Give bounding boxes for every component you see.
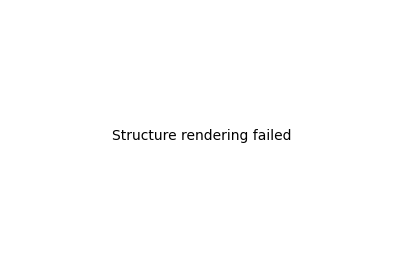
Text: Structure rendering failed: Structure rendering failed: [112, 129, 291, 143]
